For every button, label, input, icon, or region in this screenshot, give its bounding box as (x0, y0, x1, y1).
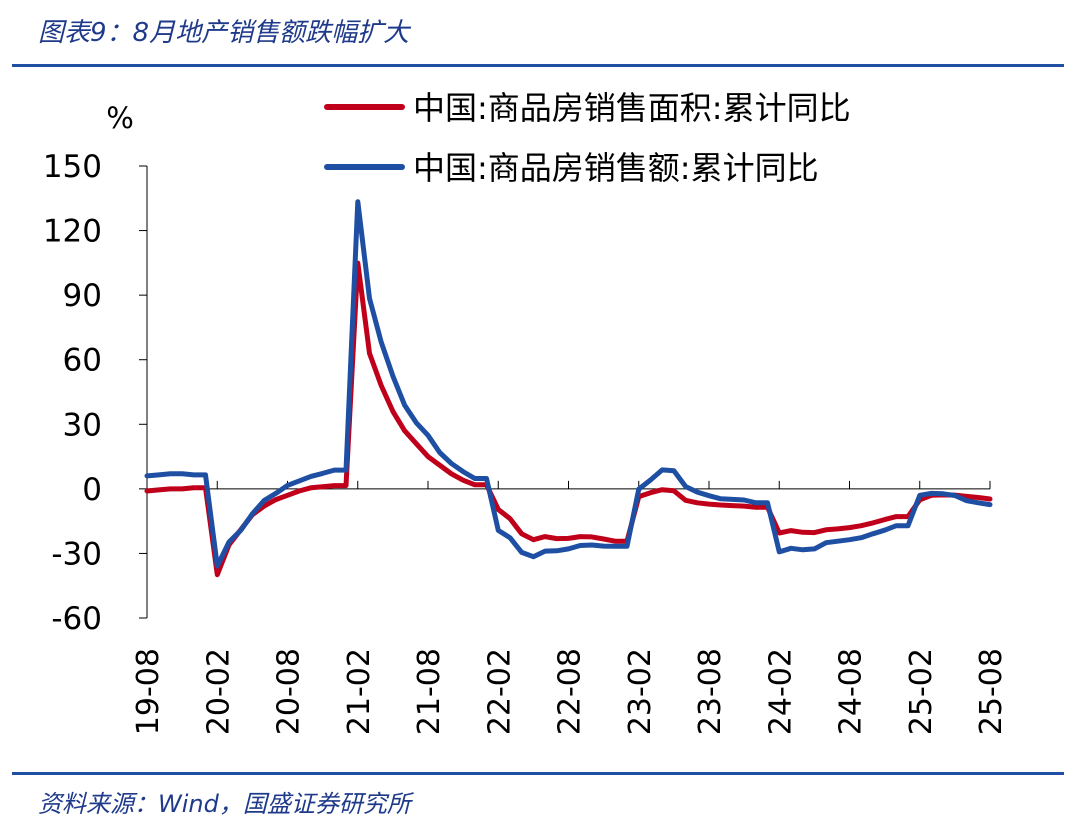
chart-series (144, 199, 993, 578)
top-rule (12, 64, 1064, 67)
x-tick-label: 23-02 (623, 648, 658, 735)
bottom-rule (12, 772, 1064, 775)
legend-label: 中国:商品房销售额:累计同比 (413, 149, 819, 187)
x-tick-label: 24-02 (763, 648, 798, 735)
series-line-sales-value (144, 199, 993, 569)
y-tick-label: 150 (43, 149, 102, 185)
x-tick-label: 23-08 (693, 648, 728, 735)
x-tick-label: 20-08 (272, 648, 307, 735)
y-tick-label: -30 (51, 536, 102, 572)
x-tick-label: 25-08 (974, 648, 1009, 735)
x-tick-label: 21-02 (342, 648, 377, 735)
series-line-sales-area (144, 260, 993, 578)
y-tick-label: 90 (63, 278, 102, 314)
y-axis-unit: % (106, 101, 134, 135)
x-tick-label: 22-02 (482, 648, 517, 735)
x-tick-label: 20-02 (201, 648, 236, 735)
y-tick-label: -60 (51, 601, 102, 637)
y-tick-label: 30 (63, 407, 102, 443)
legend-label: 中国:商品房销售面积:累计同比 (413, 89, 851, 127)
y-tick-label: 60 (63, 343, 102, 379)
x-tick-label: 19-08 (131, 648, 166, 735)
figure-source: 资料来源：Wind，国盛证券研究所 (38, 790, 411, 818)
chart-axes: 150 120 90 60 30 0 -30 -60% 19-08 20-02 20-08 21-02… (43, 101, 1009, 735)
x-tick-label: 25-02 (904, 648, 939, 735)
x-tick-label: 22-08 (553, 648, 588, 735)
figure-title: 图表9：8月地产销售额跌幅扩大 (38, 18, 410, 48)
x-tick-label: 24-08 (834, 648, 869, 735)
y-tick-label: 0 (82, 472, 102, 508)
y-tick-label: 120 (43, 214, 102, 250)
x-tick-label: 21-08 (412, 648, 447, 735)
